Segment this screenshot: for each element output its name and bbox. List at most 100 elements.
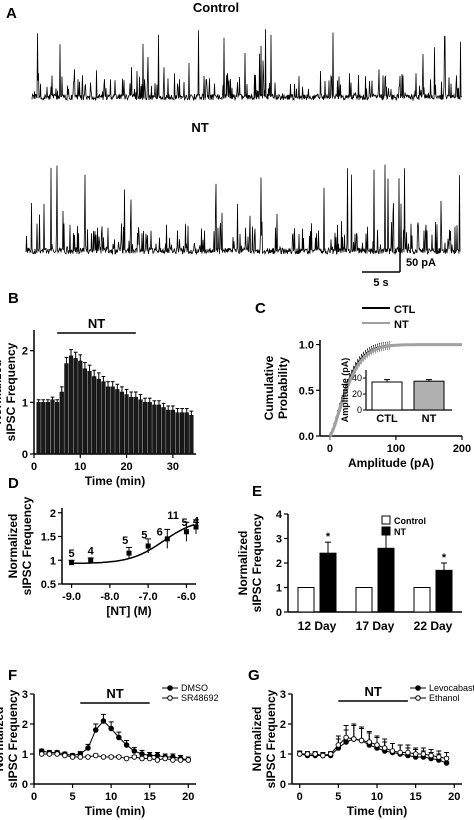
trace-control-label: Control [193,0,239,15]
g-point-1 [405,749,411,756]
d-n-label: 6 [157,527,163,539]
f-y-tick-label: 2 [22,719,28,731]
g-point-1 [351,736,357,742]
g-point-1 [397,749,403,756]
g-legend-label: Ethanol [429,693,460,703]
e-y-tick-label: 4 [276,509,283,521]
b-bar [92,376,97,455]
e-significance: * [326,531,331,543]
b-bar [124,394,129,455]
c-y-tick-label: 0.5 [299,385,314,397]
d-point [193,524,199,530]
d-x-tick-label: -7.0 [139,591,158,603]
f-point-1 [123,755,130,762]
plot-g: 0 5 10 15 20 0 1 2 3 Time (min) NormalizedsIPSC Fr… [250,683,474,818]
b-bar [87,371,92,455]
d-fit-curve [71,523,195,565]
f-point-1 [85,754,91,760]
f-point-1 [77,754,84,760]
e-bar-nt [319,552,337,613]
g-point-0 [343,739,349,745]
d-n-label: 5 [69,548,75,560]
b-bar [156,404,162,455]
g-x-tick-label: 5 [335,791,341,803]
b-bar [129,396,134,455]
g-point-1 [420,751,427,757]
b-bar [82,368,88,455]
c-inset-bar [413,380,445,411]
e-bar-nt [377,547,395,613]
f-point-1 [154,757,161,763]
f-x-label: Time (min) [85,804,145,818]
f-x-tick-label: 0 [31,791,37,803]
f-point-1 [92,752,99,759]
d-n-label: 5 [181,517,187,529]
g-point-1 [428,752,434,759]
g-y-tick-label: 3 [280,689,286,701]
e-significance: * [442,552,447,564]
f-point-1 [139,755,145,762]
f-legend-label: DMSO [181,683,208,693]
c-inset-bar [371,381,403,411]
f-point-0 [92,727,99,733]
f-point-1 [116,754,122,760]
f-point-1 [170,757,176,763]
d-point [126,550,132,556]
d-y-tick-label: 0.5 [41,579,56,591]
c-inset-category-label: CTL [376,413,398,425]
d-y-label: NormalizedsIPSC Frequency [6,496,34,595]
b-x-label: Time (min) [85,474,145,488]
f-point-1 [131,754,138,760]
b-x-tick-label: 30 [167,461,179,473]
g-point-1 [358,737,365,744]
d-point [164,536,170,542]
b-bar [96,378,101,455]
panel-f-label: F [8,667,17,684]
b-bar [189,415,194,455]
panel-d: D -9.0 -8.0 -7.0 -6.0 0.5 1 1.5 2 [NT] (M) Normal… [6,475,200,618]
g-point-1 [436,754,442,760]
c-x-tick-label: 0 [327,443,333,455]
e-category-label: 22 Day [414,619,453,633]
g-point-0 [443,760,450,766]
b-bar [110,386,115,455]
e-bar-control [413,587,431,613]
panel-b-label: B [8,290,19,307]
e-bar-nt [435,569,453,613]
b-bar [45,402,50,455]
g-y-label: NormalizedsIPSC Frequency [250,689,278,788]
f-nt-label: NT [106,686,123,701]
b-x-tick-label: 20 [120,461,132,473]
f-y-label: NormalizedsIPSC Frequency [0,689,20,788]
b-bar [105,386,111,455]
f-point-0 [154,752,161,759]
b-bar [175,412,180,455]
f-point-1 [177,757,184,763]
d-y-tick-label: 1 [50,555,56,567]
b-bar [64,363,69,455]
g-point-1 [296,751,303,757]
d-x-label: [NT] (M) [106,604,151,618]
d-point [88,557,94,563]
b-bar [133,396,138,455]
g-legend-label: Levocabastine [429,683,474,693]
f-x-tick-label: 15 [144,791,156,803]
g-x-tick-label: 10 [371,791,383,803]
b-nt-label: NT [88,316,105,331]
b-y-tick-label: 0 [22,449,28,461]
d-n-label: 5 [141,529,147,541]
g-point-1 [343,734,349,741]
e-y-tick-label: 0 [276,607,282,619]
panel-a: A Control NT 50 pA 5 s [6,0,463,289]
f-x-tick-label: 5 [70,791,76,803]
f-point-0 [85,745,91,751]
scalebar-amplitude-label: 50 pA [406,257,436,269]
c-x-label: Amplitude (pA) [348,456,434,470]
g-x-label: Time (min) [347,804,407,818]
c-x-tick-label: 100 [387,443,405,455]
g-point-1 [389,748,396,754]
c-y-label: CumulativeProbability [262,355,290,420]
e-legend-swatch [381,526,391,536]
